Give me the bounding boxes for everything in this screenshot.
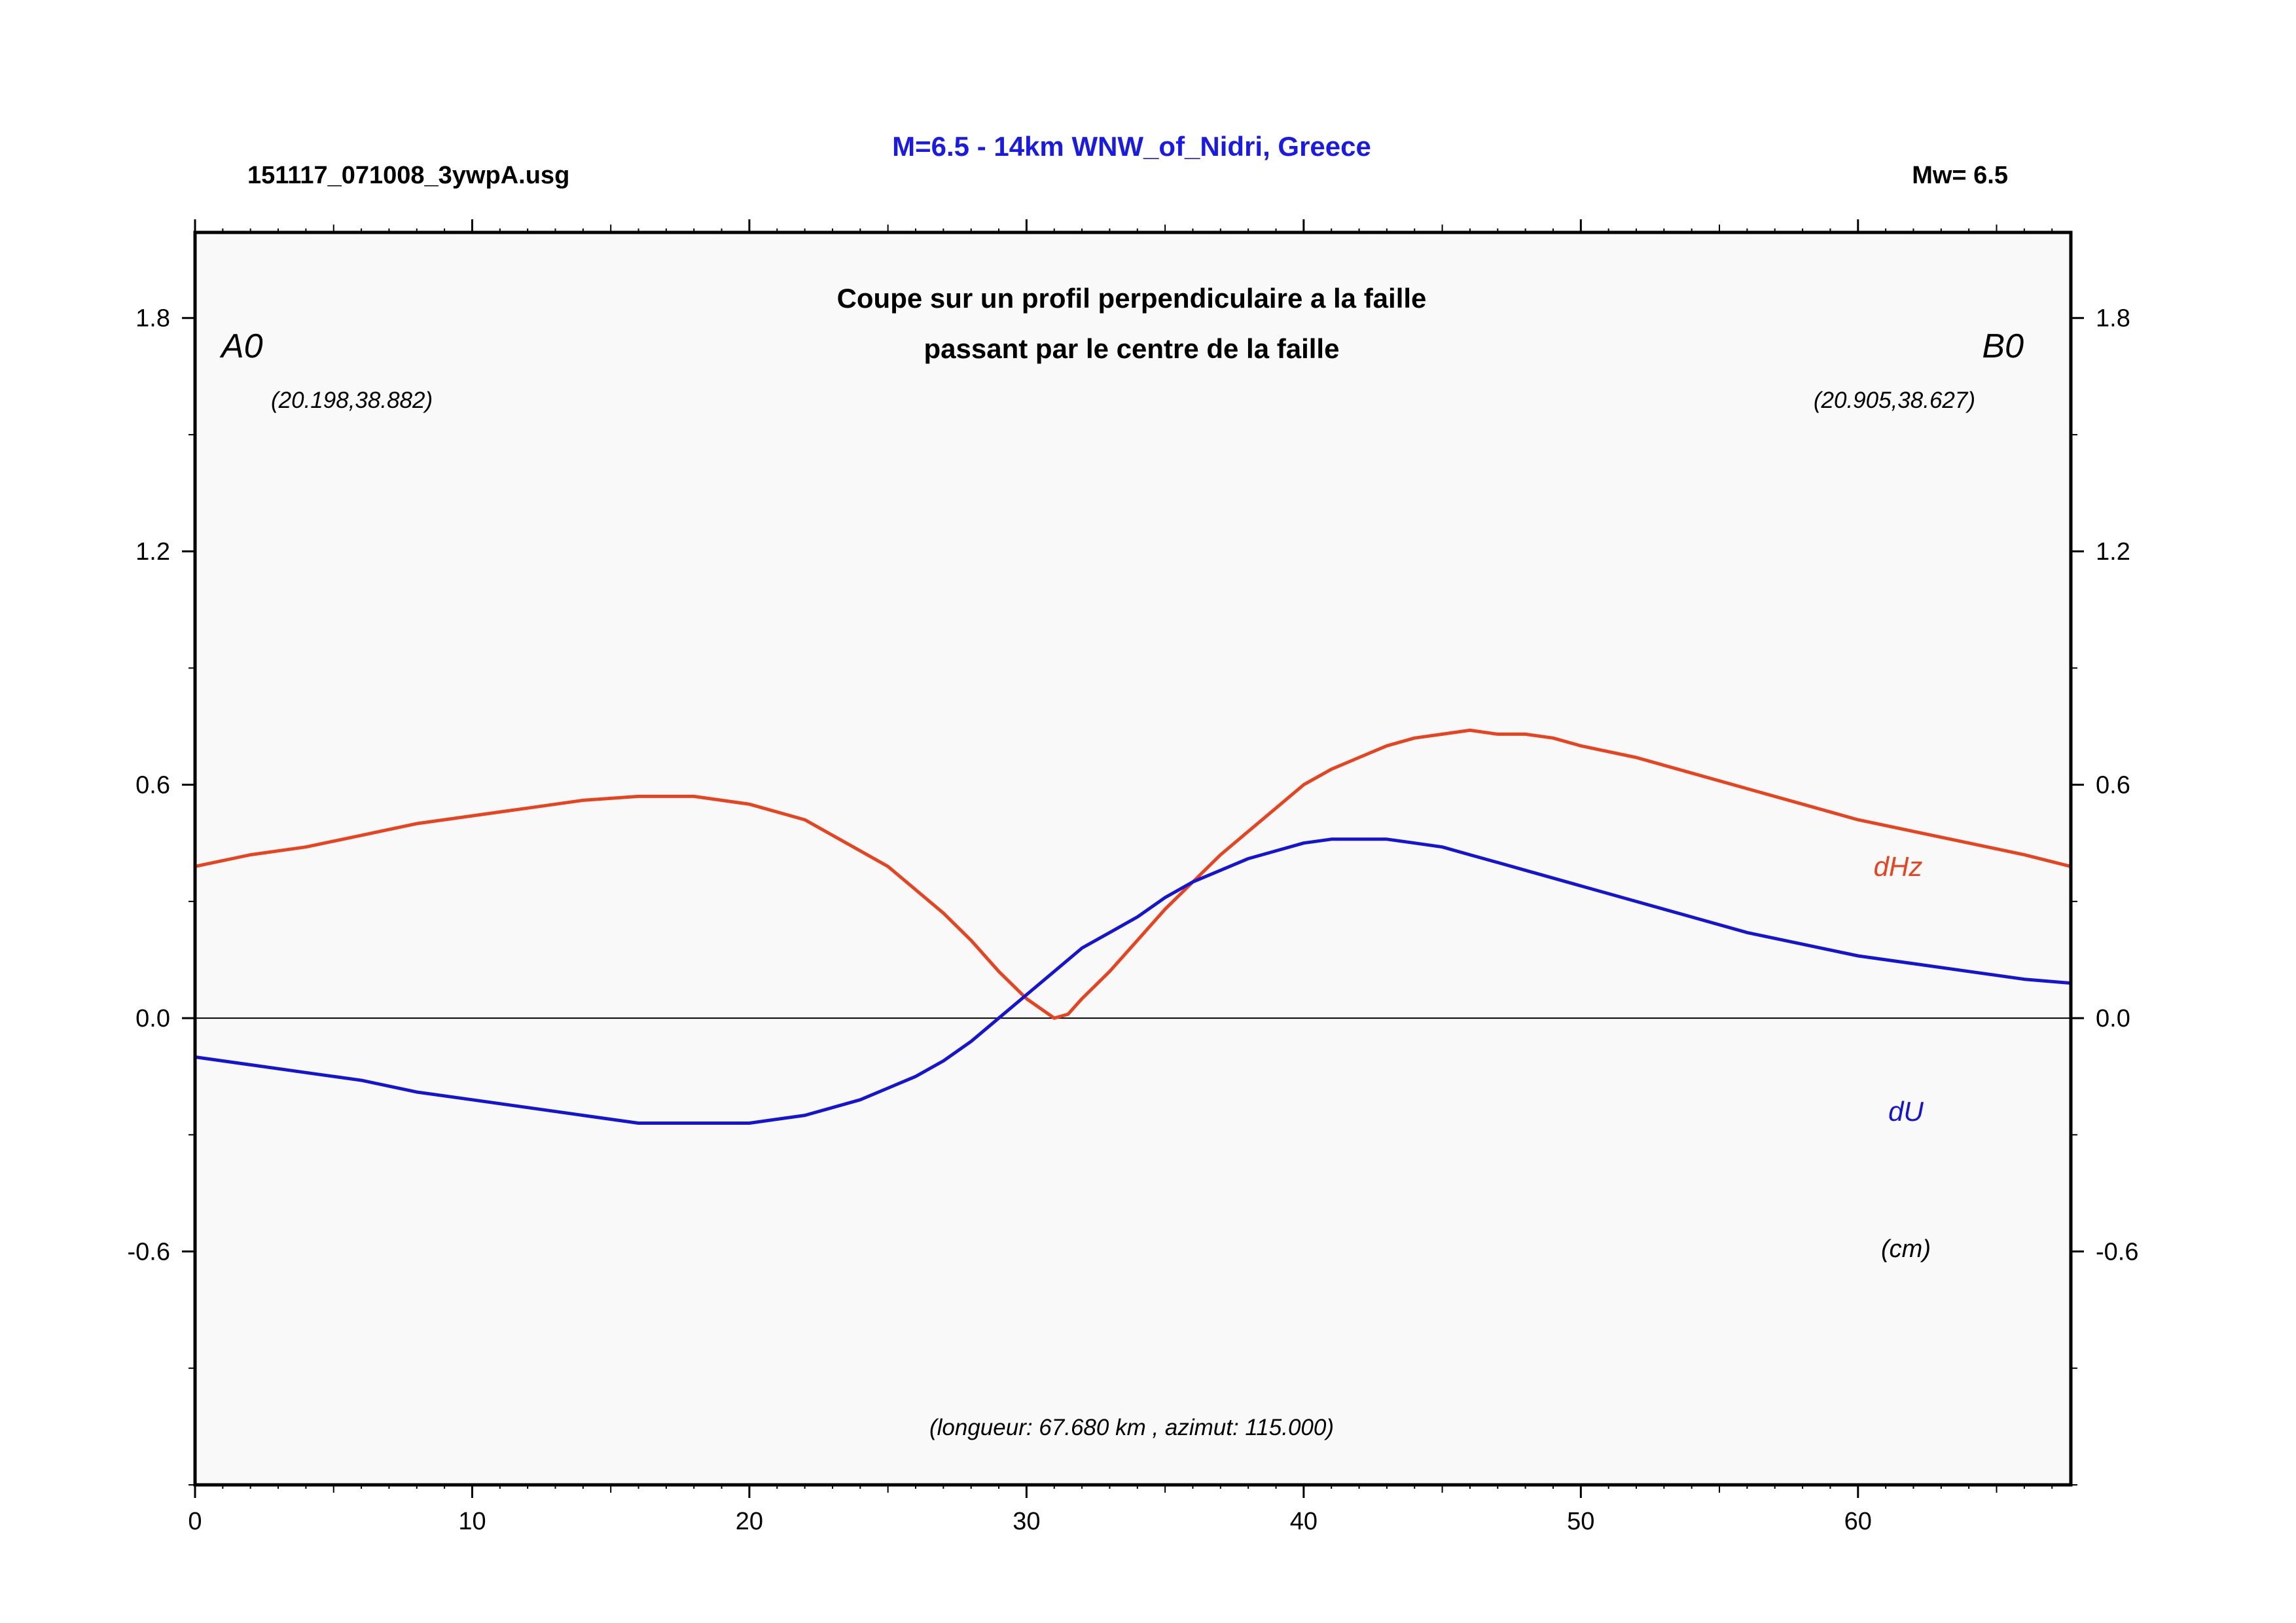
x-tick-label: 0 [188,1508,202,1535]
y-tick-label-right: 1.2 [2096,538,2130,566]
x-tick-label: 50 [1567,1508,1594,1535]
y-tick-label-right: 0.6 [2096,772,2130,799]
y-tick-label: 1.8 [135,305,170,333]
series-group [194,728,2072,1125]
chart-title: M=6.5 - 14km WNW_of_Nidri, Greece [892,131,1371,162]
x-tick-label: 10 [458,1508,486,1535]
y-tick-label-right: 1.8 [2096,305,2130,333]
series-label-dHz: dHz [1874,851,1923,882]
y-tick-label: 1.2 [135,538,170,566]
y-tick-label: -0.6 [128,1239,170,1266]
y-tick-label-right: -0.6 [2096,1239,2138,1266]
magnitude-label: Mw= 6.5 [1912,162,2008,189]
start-point-label: A0 [219,327,263,365]
y-tick-label: 0.6 [135,772,170,799]
x-tick-label: 40 [1290,1508,1318,1535]
file-name: 151117_071008_3ywpA.usg [247,162,569,189]
start-point-coords: (20.198,38.882) [271,388,433,413]
series-line-dU [194,837,2072,1125]
x-tick-label: 20 [736,1508,763,1535]
profile-info: (longueur: 67.680 km , azimut: 115.000) [929,1415,1334,1440]
y-tick-label-right: 0.0 [2096,1005,2130,1032]
x-tick-label: 60 [1844,1508,1872,1535]
plot-frame [193,230,2073,1487]
unit-label: (cm) [1881,1235,1931,1263]
series-line-dHz [194,728,2072,1020]
end-point-coords: (20.905,38.627) [1814,388,1975,413]
subtitle-line1: Coupe sur un profil perpendiculaire a la… [837,283,1427,314]
series-label-dU: dU [1888,1096,1924,1127]
x-tick-label: 30 [1013,1508,1040,1535]
plot-area [195,232,2071,1485]
y-tick-label: 0.0 [135,1005,170,1032]
subtitle-line2: passant par le centre de la faille [924,333,1340,364]
end-point-label: B0 [1982,327,2024,365]
